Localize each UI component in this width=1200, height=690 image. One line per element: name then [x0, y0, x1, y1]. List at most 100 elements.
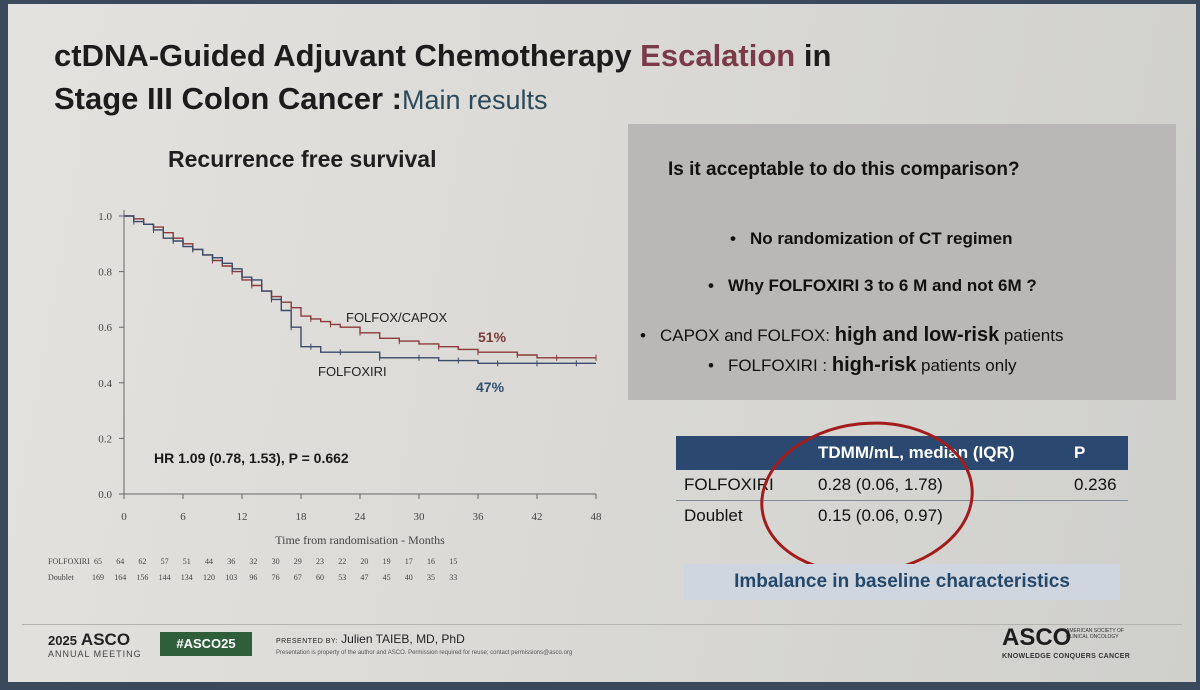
footer-divider	[22, 624, 1182, 625]
risk-count: 23	[316, 557, 324, 566]
slide-title: ctDNA-Guided Adjuvant Chemotherapy Escal…	[54, 34, 1114, 122]
imbalance-note: Imbalance in baseline characteristics	[684, 564, 1120, 600]
title-subtitle: Main results	[401, 85, 548, 115]
risk-count: 164	[114, 573, 126, 582]
y-tick-label: 0.4	[98, 378, 112, 390]
risk-count: 67	[294, 573, 302, 582]
risk-count: 29	[294, 557, 302, 566]
risk-count: 40	[405, 573, 413, 582]
risk-table: FOLFOXIRI 65 64 62 57 51 44 36 32 30 29 23 22 20 19 17 1…	[48, 557, 457, 582]
title-line2: Stage III Colon Cancer :	[54, 81, 402, 116]
y-tick-label: 0.8	[98, 267, 112, 279]
table-header-tdmm: TDMM/mL, median (IQR)	[810, 436, 1066, 470]
risk-count: 76	[272, 573, 280, 582]
risk-count: 65	[94, 557, 102, 566]
x-tick-label: 6	[180, 511, 186, 523]
x-tick-label: 12	[237, 511, 248, 523]
x-tick-label: 48	[591, 511, 603, 523]
bullet-capox-folfox: • CAPOX and FOLFOX: high and low-risk pat…	[640, 324, 1064, 346]
risk-count: 156	[136, 573, 148, 582]
risk-count: 96	[249, 573, 257, 582]
hazard-ratio: HR 1.09 (0.78, 1.53), P = 0.662	[154, 450, 349, 466]
table-cell: FOLFOXIRI	[676, 470, 810, 501]
series-label-folfoxiri: FOLFOXIRI	[318, 364, 387, 379]
risk-count: 35	[427, 573, 435, 582]
risk-count: 22	[338, 557, 346, 566]
chart-labels: FOLFOX/CAPOX 51% FOLFOXIRI 47% HR 1.09 (0.78…	[154, 310, 507, 466]
disclaimer: Presentation is property of the author a…	[276, 650, 573, 656]
table-cell: 0.15 (0.06, 0.97)	[818, 506, 943, 525]
asco-tagline: KNOWLEDGE CONQUERS CANCER	[1002, 653, 1131, 660]
km-chart: 0.0 0.2 0.4 0.6 0.8 1.0 0 6 12 18 24 30 36 42 48 Time f…	[48, 210, 602, 582]
y-tick-label: 0.6	[98, 322, 112, 334]
bullet-no-randomization: • No randomization of CT regimen	[730, 229, 1013, 248]
folfox-capox-percentage: 51%	[478, 329, 507, 345]
risk-count: 45	[383, 573, 391, 582]
y-tick-label: 0.2	[98, 433, 112, 445]
folfoxiri-percentage: 47%	[476, 379, 505, 395]
risk-count: 19	[383, 557, 391, 566]
risk-row-label: FOLFOXIRI	[48, 557, 90, 566]
risk-count: 16	[427, 557, 435, 566]
series-label-folfox-capox: FOLFOX/CAPOX	[346, 310, 447, 325]
risk-count: 120	[203, 573, 215, 582]
presenter: PRESENTED BY: Julien TAIEB, MD, PhD	[276, 632, 465, 646]
y-tick-label: 1.0	[98, 211, 112, 223]
x-tick-label: 24	[355, 511, 367, 523]
title-accent: Escalation	[640, 38, 796, 73]
table-row: FOLFOXIRI 0.28 (0.06, 1.78) 0.236	[676, 470, 1128, 501]
table-row: Doublet 0.15 (0.06, 0.97)	[676, 501, 1128, 532]
annual-meeting-label: ANNUAL MEETING	[48, 649, 142, 659]
x-tick-label: 0	[121, 511, 127, 523]
risk-count: 144	[159, 573, 171, 582]
risk-count: 103	[225, 573, 237, 582]
risk-count: 20	[360, 557, 368, 566]
x-tick-label: 30	[414, 511, 426, 523]
title-part1: ctDNA-Guided Adjuvant Chemotherapy	[54, 38, 641, 73]
series-line-folfox-capox	[124, 215, 596, 359]
table-cell: 0.236	[1066, 470, 1128, 501]
x-tick-label: 36	[473, 511, 485, 523]
risk-count: 53	[338, 573, 346, 582]
risk-count: 60	[316, 573, 324, 582]
asco-logo: ASCO	[1002, 624, 1072, 651]
risk-count: 15	[449, 557, 457, 566]
x-axis-label: Time from randomisation - Months	[275, 533, 445, 547]
risk-count: 30	[272, 557, 280, 566]
hashtag-badge: #ASCO25	[160, 632, 252, 656]
title-part2: in	[795, 38, 832, 73]
table-header-empty	[676, 436, 810, 470]
risk-count: 33	[449, 573, 457, 582]
table-cell: 0.28 (0.06, 1.78)	[810, 470, 1066, 501]
x-tick-label: 18	[296, 511, 308, 523]
table-cell: Doublet	[684, 506, 743, 525]
risk-count: 36	[227, 557, 235, 566]
risk-count: 134	[181, 573, 193, 582]
bullet-why-folfoxiri: • Why FOLFOXIRI 3 to 6 M and not 6M ?	[708, 276, 1037, 295]
question-panel	[628, 124, 1176, 400]
series-line-folfoxiri	[124, 215, 596, 364]
risk-count: 57	[161, 557, 169, 566]
table-cell	[1066, 501, 1128, 532]
risk-row-label: Doublet	[48, 573, 75, 582]
asco-society-name: AMERICAN SOCIETY OF CLINICAL ONCOLOGY	[1066, 628, 1124, 640]
risk-count: 169	[92, 573, 104, 582]
chart-series-lines	[124, 215, 597, 367]
risk-count: 47	[360, 573, 368, 582]
risk-count: 51	[183, 557, 191, 566]
x-tick-label: 42	[532, 511, 543, 523]
asco-meeting-logo: 2025 ASCO	[48, 630, 131, 649]
slide: ctDNA-Guided Adjuvant Chemotherapy Escal…	[8, 4, 1196, 682]
table-header-p: P	[1066, 436, 1128, 470]
chart-title: Recurrence free survival	[168, 146, 437, 172]
risk-count: 17	[405, 557, 413, 566]
chart-axes: 0.0 0.2 0.4 0.6 0.8 1.0 0 6 12 18 24 30 36 42 48 Time f…	[98, 210, 602, 547]
risk-count: 44	[205, 557, 213, 566]
y-tick-label: 0.0	[98, 489, 112, 501]
tdmm-table: TDMM/mL, median (IQR) P FOLFOXIRI 0.28 (…	[676, 436, 1128, 531]
risk-count: 62	[138, 557, 146, 566]
risk-count: 64	[116, 557, 124, 566]
panel-question: Is it acceptable to do this comparison?	[668, 159, 1020, 180]
bullet-folfoxiri-highrisk: • FOLFOXIRI : high-risk patients only	[708, 354, 1017, 376]
risk-count: 32	[249, 557, 257, 566]
